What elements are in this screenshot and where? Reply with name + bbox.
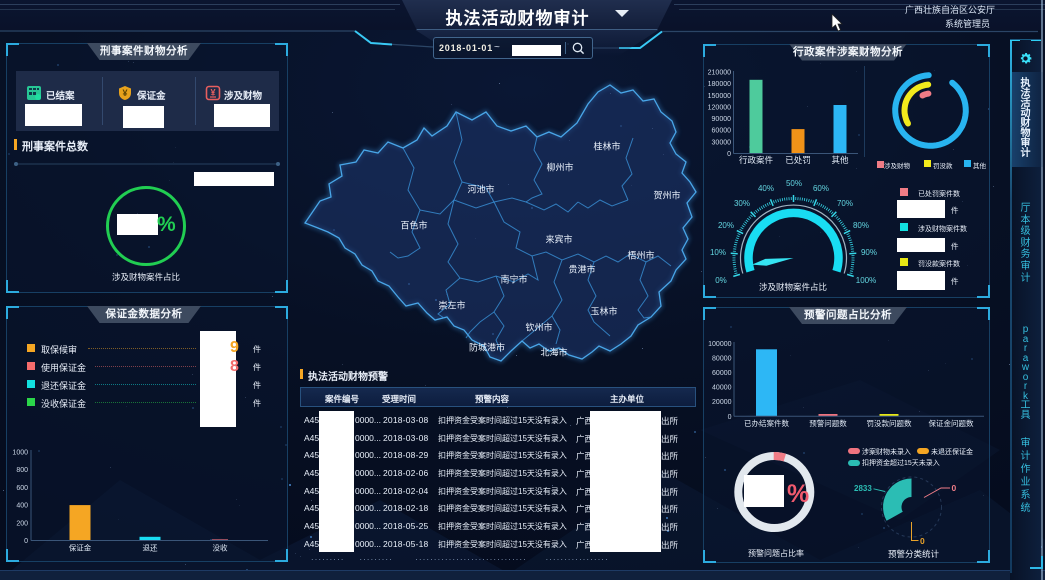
svg-text:30%: 30% xyxy=(734,199,750,208)
svg-text:来宾市: 来宾市 xyxy=(545,234,572,245)
svg-text:10%: 10% xyxy=(710,248,726,257)
svg-text:已办结案件数: 已办结案件数 xyxy=(744,418,789,428)
svg-text:100000: 100000 xyxy=(708,341,731,348)
svg-text:北海市: 北海市 xyxy=(540,347,567,358)
svg-text:罚没款问题数: 罚没款问题数 xyxy=(867,418,912,428)
svg-text:120000: 120000 xyxy=(708,104,731,111)
svg-text:600: 600 xyxy=(16,485,28,492)
svg-text:60000: 60000 xyxy=(712,128,732,135)
svg-text:河池市: 河池市 xyxy=(467,184,494,195)
svg-text:行政案件: 行政案件 xyxy=(739,155,774,165)
svg-text:保证金问题数: 保证金问题数 xyxy=(929,418,974,428)
svg-text:¥: ¥ xyxy=(210,88,215,98)
svg-text:玉林市: 玉林市 xyxy=(590,306,617,317)
svg-text:已处罚: 已处罚 xyxy=(785,155,811,165)
svg-text:钦州市: 钦州市 xyxy=(525,322,552,333)
svg-text:40000: 40000 xyxy=(712,385,732,392)
svg-text:150000: 150000 xyxy=(708,93,731,100)
svg-text:桂林市: 桂林市 xyxy=(593,141,620,152)
svg-text:50%: 50% xyxy=(786,179,802,188)
svg-text:100%: 100% xyxy=(856,276,876,285)
svg-text:80%: 80% xyxy=(853,221,869,230)
svg-text:0: 0 xyxy=(24,538,28,545)
svg-text:210000: 210000 xyxy=(708,70,731,77)
svg-text:60000: 60000 xyxy=(712,370,732,377)
svg-text:南宁市: 南宁市 xyxy=(500,274,527,285)
svg-text:40%: 40% xyxy=(758,184,774,193)
svg-text:30000: 30000 xyxy=(712,139,732,146)
svg-text:¥: ¥ xyxy=(122,88,127,98)
svg-text:其他: 其他 xyxy=(831,155,849,165)
svg-text:退还: 退还 xyxy=(143,543,158,553)
svg-text:70%: 70% xyxy=(837,199,853,208)
svg-text:400: 400 xyxy=(16,503,28,510)
svg-text:0: 0 xyxy=(727,151,731,158)
svg-text:90%: 90% xyxy=(861,248,877,257)
svg-text:180000: 180000 xyxy=(708,81,731,88)
svg-text:200: 200 xyxy=(16,520,28,527)
svg-text:没收: 没收 xyxy=(213,543,228,553)
svg-text:1000: 1000 xyxy=(12,450,28,457)
svg-text:0%: 0% xyxy=(715,276,727,285)
svg-text:60%: 60% xyxy=(813,184,829,193)
svg-text:百色市: 百色市 xyxy=(400,220,427,231)
svg-text:崇左市: 崇左市 xyxy=(438,300,465,311)
svg-text:0: 0 xyxy=(728,414,732,421)
svg-text:90000: 90000 xyxy=(712,116,732,123)
svg-text:20000: 20000 xyxy=(712,399,732,406)
svg-text:20%: 20% xyxy=(718,221,734,230)
svg-text:保证金: 保证金 xyxy=(69,543,92,553)
svg-text:预警问题数: 预警问题数 xyxy=(809,418,847,428)
svg-text:梧州市: 梧州市 xyxy=(627,250,654,261)
svg-text:防城港市: 防城港市 xyxy=(469,342,505,353)
svg-text:800: 800 xyxy=(16,467,28,474)
svg-text:贺州市: 贺州市 xyxy=(653,190,680,201)
svg-text:贵港市: 贵港市 xyxy=(568,264,595,275)
svg-text:柳州市: 柳州市 xyxy=(546,162,573,173)
svg-text:80000: 80000 xyxy=(712,356,732,363)
